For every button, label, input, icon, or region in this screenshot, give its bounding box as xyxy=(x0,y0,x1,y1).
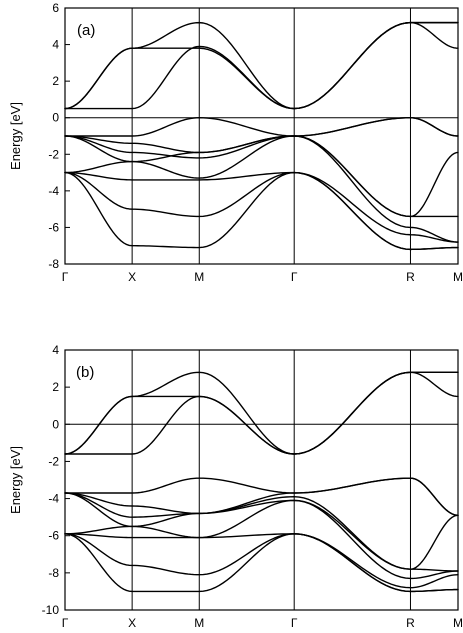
y-tick-label: -2 xyxy=(48,454,59,468)
y-tick-label: 2 xyxy=(52,380,59,394)
k-point-label: R xyxy=(406,616,415,630)
band-line-11 xyxy=(64,171,459,251)
y-tick-label: 0 xyxy=(52,417,59,431)
panel-label: (b) xyxy=(76,364,94,381)
band-line-7 xyxy=(64,135,459,218)
band-line-11 xyxy=(64,533,459,593)
plot-frame xyxy=(64,7,459,265)
band-line-6 xyxy=(64,492,459,570)
k-point-label: X xyxy=(128,616,136,630)
panel-b: -10 -8 -6 -4 -2 0 2 4 Γ X M Γ R M Energy [eV] (b) xyxy=(8,343,463,630)
band-line-9 xyxy=(64,533,459,589)
k-point-label: M xyxy=(194,616,204,630)
y-tick-label: 4 xyxy=(52,343,59,357)
band-line-9 xyxy=(64,171,459,243)
k-point-label: M xyxy=(453,616,463,630)
y-tick-label: 2 xyxy=(52,74,59,88)
band-line-2 xyxy=(64,371,459,455)
y-tick-label: -6 xyxy=(48,220,59,234)
band-line-10 xyxy=(64,533,459,593)
band-line-5 xyxy=(64,477,459,516)
band-line-4 xyxy=(64,117,459,137)
band-line-7 xyxy=(64,492,459,572)
y-tick-label: 6 xyxy=(52,1,59,15)
k-point-label: X xyxy=(128,270,136,284)
y-tick-label: -8 xyxy=(48,566,59,580)
y-axis-title: Energy [eV] xyxy=(8,102,23,170)
k-point-label: Γ xyxy=(291,270,298,284)
y-tick-label: -10 xyxy=(42,603,60,617)
k-point-label: Γ xyxy=(62,270,69,284)
band-line-8 xyxy=(64,499,459,580)
k-point-label: R xyxy=(406,270,415,284)
k-point-label: Γ xyxy=(291,616,298,630)
band-line-1 xyxy=(64,371,459,455)
y-tick-label: -2 xyxy=(48,147,59,161)
k-point-label: M xyxy=(194,270,204,284)
band-line-6 xyxy=(64,135,459,218)
band-line-3 xyxy=(64,371,459,455)
band-line-1 xyxy=(64,21,459,110)
y-tick-label: -4 xyxy=(48,492,59,506)
band-line-8 xyxy=(64,135,459,243)
band-line-2 xyxy=(64,21,459,110)
band-line-3 xyxy=(64,21,459,110)
y-tick-label: -6 xyxy=(48,529,59,543)
k-point-label: Γ xyxy=(62,616,69,630)
panel-label: (a) xyxy=(77,22,95,39)
panel-a: -8 -6 -4 -2 0 2 4 6 Γ X M Γ R M Energy [eV] (a) xyxy=(8,1,463,284)
band-line-10 xyxy=(64,171,459,251)
y-tick-label: -8 xyxy=(48,257,59,271)
y-axis-title: Energy [eV] xyxy=(8,446,23,514)
y-tick-label: -4 xyxy=(48,184,59,198)
k-point-label: M xyxy=(453,270,463,284)
y-tick-label: 0 xyxy=(52,111,59,125)
y-tick-label: 4 xyxy=(52,38,59,52)
plot-frame xyxy=(64,349,459,611)
